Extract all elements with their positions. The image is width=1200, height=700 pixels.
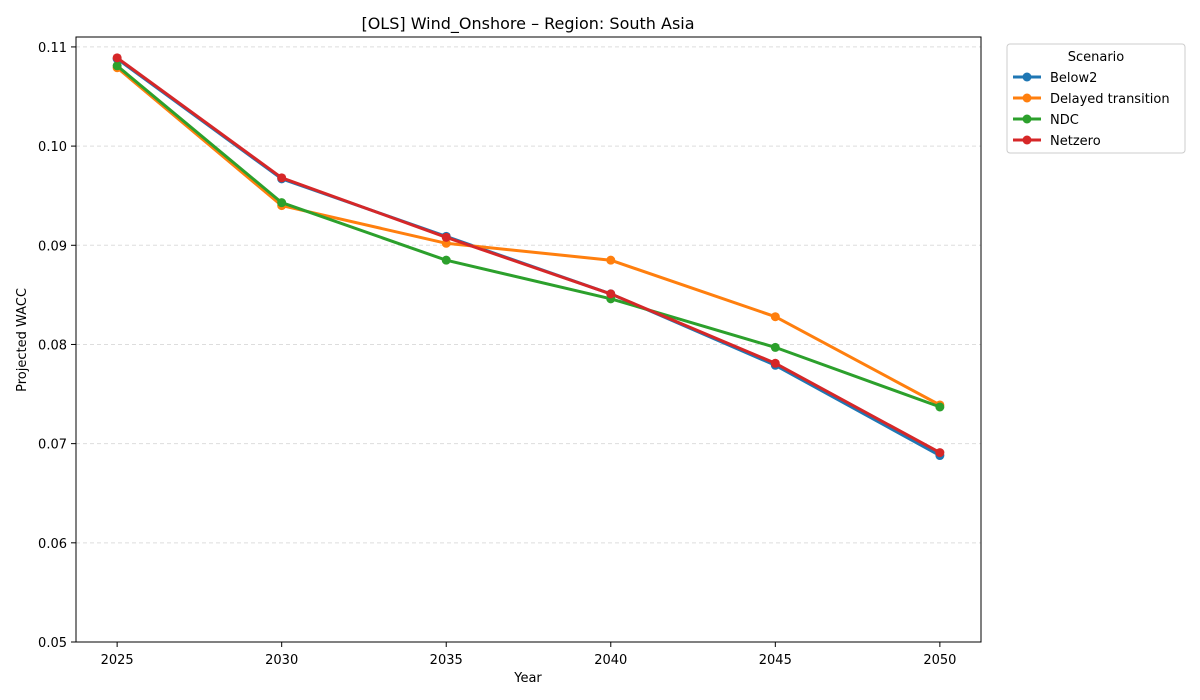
x-axis: 2025 2030 2035 2040 2045 2050 <box>101 642 956 668</box>
legend-item-3: Netzero <box>1013 134 1101 149</box>
series-line-0 <box>115 57 942 457</box>
data-point-3-3 <box>606 289 616 299</box>
x-tick-label-1: 2030 <box>265 653 298 668</box>
data-point-3-5 <box>935 448 945 458</box>
data-point-3-1 <box>277 173 287 183</box>
x-tick-label-2: 2035 <box>430 653 463 668</box>
data-point-2-2 <box>441 255 451 265</box>
x-tick-label-0: 2025 <box>101 653 134 668</box>
legend-label-1: Delayed transition <box>1050 92 1170 107</box>
legend-items: Below2 Delayed transition NDC Netzero <box>1013 71 1170 149</box>
legend-label-2: NDC <box>1050 113 1079 128</box>
legend-box <box>1006 43 1186 154</box>
y-axis: 0.05 0.06 0.07 0.08 0.09 0.10 0.11 <box>38 41 76 651</box>
y-tick-label-4: 0.09 <box>38 239 67 254</box>
y-tick-label-6: 0.11 <box>38 41 67 56</box>
chart-title: [OLS] Wind_Onshore – Region: South Asia <box>361 14 694 34</box>
legend-item-2: NDC <box>1013 113 1079 128</box>
legend-marker-2 <box>1022 114 1032 124</box>
y-axis-label: Projected WACC <box>15 288 30 392</box>
data-point-2-0 <box>112 61 122 71</box>
grid-lines <box>76 46 981 643</box>
legend-label-0: Below2 <box>1050 71 1097 86</box>
x-tick-label-4: 2045 <box>759 653 792 668</box>
data-point-3-2 <box>441 232 451 242</box>
data-point-3-4 <box>770 358 780 368</box>
data-point-3-0 <box>112 53 122 63</box>
plot-frame <box>75 36 982 643</box>
legend-item-0: Below2 <box>1013 71 1097 86</box>
legend-item-1: Delayed transition <box>1013 92 1170 107</box>
series-line-2 <box>115 64 942 409</box>
legend-label-3: Netzero <box>1050 134 1101 149</box>
data-point-2-5 <box>935 402 945 412</box>
data-point-1-3 <box>606 255 616 265</box>
series-delayed-transition <box>112 63 945 410</box>
data-point-1-4 <box>770 312 780 322</box>
series-netzero <box>112 53 945 458</box>
y-tick-label-5: 0.10 <box>38 140 67 155</box>
legend: Scenario Below2 Delayed transition NDC Netz… <box>1006 43 1186 154</box>
series-layer <box>112 53 945 461</box>
data-point-2-4 <box>770 342 780 352</box>
x-tick-label-5: 2050 <box>923 653 956 668</box>
series-line-3 <box>115 56 942 455</box>
series-ndc <box>112 61 945 412</box>
series-line-1 <box>115 66 942 407</box>
y-tick-label-2: 0.07 <box>38 438 67 453</box>
x-tick-label-3: 2040 <box>594 653 627 668</box>
y-tick-label-3: 0.08 <box>38 338 67 353</box>
y-tick-label-1: 0.06 <box>38 537 67 552</box>
x-axis-label: Year <box>513 671 542 686</box>
legend-title: Scenario <box>1068 50 1125 65</box>
data-point-2-1 <box>277 198 287 208</box>
legend-marker-0 <box>1022 72 1032 82</box>
legend-marker-3 <box>1022 135 1032 145</box>
series-below2 <box>112 54 945 461</box>
legend-marker-1 <box>1022 93 1032 103</box>
y-tick-label-0: 0.05 <box>38 636 67 651</box>
